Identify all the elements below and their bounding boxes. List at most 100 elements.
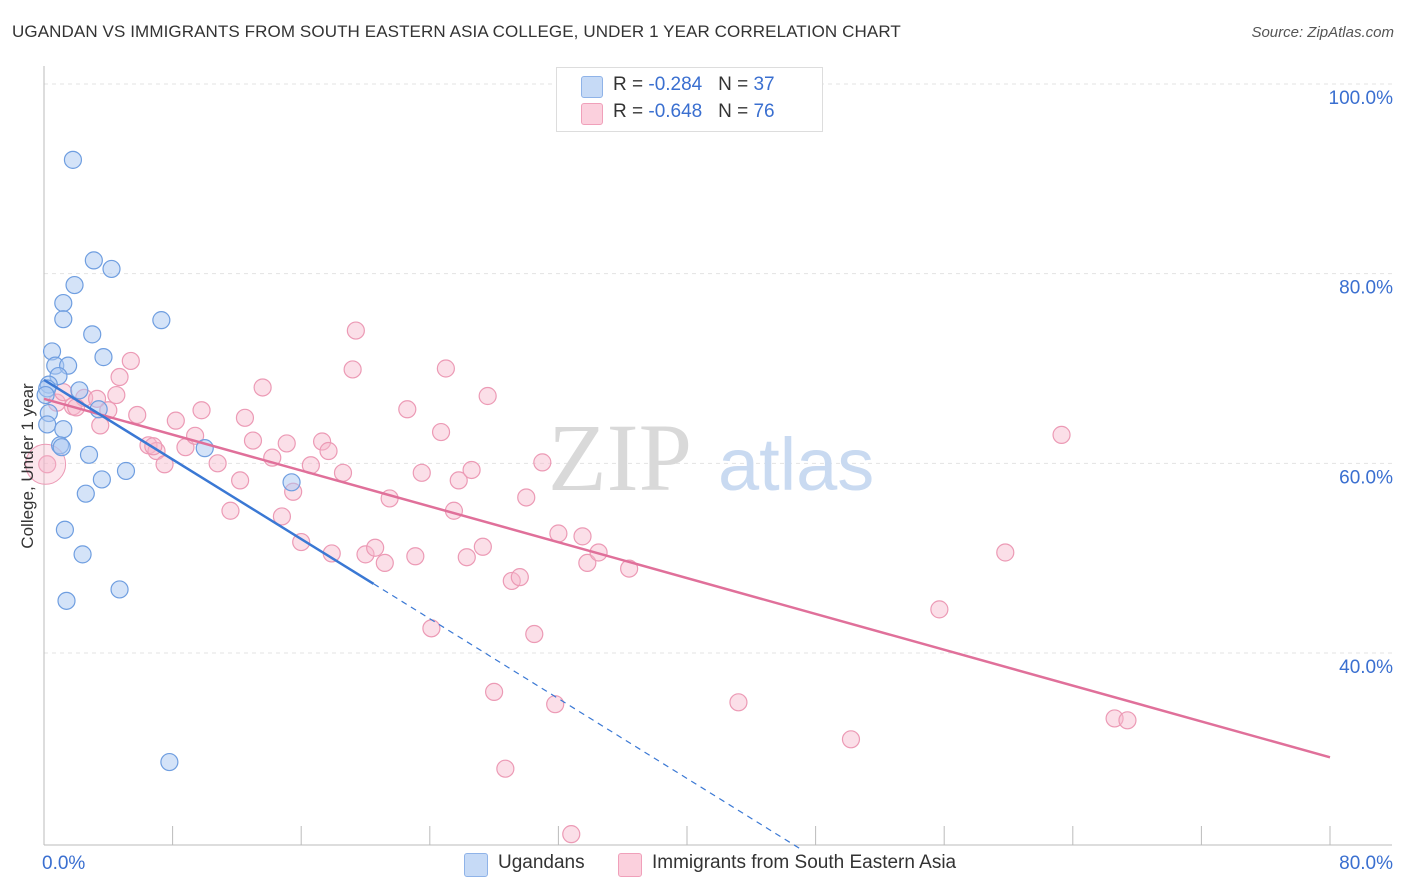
data-point-immigrants bbox=[356, 545, 375, 564]
data-point-ugandans bbox=[70, 381, 89, 400]
data-point-immigrants bbox=[422, 619, 441, 638]
legend-swatch-ugandans bbox=[581, 76, 603, 98]
data-point-immigrants bbox=[729, 693, 748, 712]
data-point-immigrants bbox=[841, 730, 861, 749]
data-point-immigrants bbox=[208, 454, 227, 473]
data-point-immigrants-large bbox=[25, 443, 67, 485]
data-point-immigrants bbox=[192, 401, 211, 420]
data-point-immigrants bbox=[546, 695, 565, 714]
data-point-immigrants bbox=[573, 527, 592, 546]
data-point-ugandans bbox=[116, 461, 136, 481]
legend-text-ugandans: R = -0.284 N = 37 bbox=[613, 74, 775, 96]
data-point-immigrants bbox=[1118, 711, 1137, 730]
data-point-ugandans bbox=[79, 445, 99, 464]
series-immigrants-points bbox=[25, 321, 1137, 844]
data-point-immigrants bbox=[366, 538, 385, 557]
data-point-immigrants bbox=[107, 385, 126, 405]
y-axis-label: College, Under 1 year bbox=[18, 383, 37, 549]
data-point-immigrants bbox=[398, 400, 417, 419]
bottom-legend-label-immigrants: Immigrants from South Eastern Asia bbox=[652, 852, 957, 873]
data-point-immigrants bbox=[110, 367, 129, 387]
data-point-immigrants bbox=[375, 553, 394, 573]
data-point-immigrants bbox=[343, 360, 362, 379]
data-point-immigrants bbox=[272, 507, 292, 526]
bottom-legend-swatch-ugandans bbox=[464, 853, 488, 877]
data-point-immigrants bbox=[562, 825, 581, 844]
x-tick-label-min: 0.0% bbox=[42, 853, 85, 874]
data-point-immigrants bbox=[333, 463, 353, 482]
data-point-immigrants bbox=[346, 321, 365, 340]
grid-lines bbox=[44, 83, 1392, 654]
data-point-immigrants bbox=[319, 441, 338, 461]
legend-r-value: -0.284 bbox=[648, 74, 703, 95]
data-point-immigrants bbox=[121, 351, 140, 371]
data-point-immigrants bbox=[277, 434, 296, 453]
data-point-immigrants bbox=[473, 537, 492, 556]
data-point-immigrants bbox=[253, 378, 272, 397]
data-point-immigrants bbox=[578, 553, 597, 573]
data-point-immigrants bbox=[436, 359, 455, 378]
data-point-ugandans bbox=[73, 545, 92, 564]
data-point-immigrants bbox=[457, 548, 476, 567]
bottom-legend-swatch-immigrants bbox=[618, 853, 642, 877]
axes bbox=[43, 66, 1392, 846]
data-point-immigrants bbox=[478, 386, 497, 406]
data-point-immigrants bbox=[996, 543, 1015, 562]
data-point-immigrants bbox=[449, 471, 468, 490]
data-point-ugandans bbox=[92, 470, 111, 489]
data-point-ugandans bbox=[160, 752, 179, 772]
data-point-ugandans bbox=[94, 348, 113, 367]
data-point-immigrants bbox=[231, 471, 250, 490]
data-point-immigrants bbox=[533, 453, 552, 472]
data-point-immigrants bbox=[510, 568, 529, 587]
watermark-zip: ZIP bbox=[548, 404, 692, 511]
data-point-immigrants bbox=[462, 460, 481, 480]
data-point-ugandans bbox=[65, 275, 84, 295]
data-point-ugandans bbox=[54, 420, 73, 439]
chart-title: UGANDAN VS IMMIGRANTS FROM SOUTH EASTERN… bbox=[12, 22, 901, 41]
watermark-atlas: atlas bbox=[718, 423, 874, 506]
y-tick-label: 60.0% bbox=[1339, 467, 1393, 488]
legend-n-label: N = bbox=[718, 74, 754, 95]
data-point-immigrants bbox=[128, 405, 147, 425]
legend-r-label: R = bbox=[613, 74, 649, 95]
data-point-immigrants bbox=[221, 501, 240, 520]
legend-r-value: -0.648 bbox=[648, 101, 703, 122]
data-point-immigrants bbox=[412, 463, 431, 482]
data-point-immigrants bbox=[517, 488, 536, 507]
data-point-immigrants bbox=[496, 759, 515, 778]
y-tick-label: 40.0% bbox=[1339, 657, 1393, 678]
legend-text-immigrants: R = -0.648 N = 76 bbox=[613, 101, 775, 123]
bottom-legend-label-ugandans: Ugandans bbox=[498, 852, 585, 873]
legend-swatch-immigrants bbox=[581, 103, 603, 125]
data-point-ugandans bbox=[110, 580, 129, 599]
legend-n-value: 37 bbox=[753, 74, 775, 95]
data-point-ugandans bbox=[54, 310, 73, 329]
data-point-ugandans bbox=[84, 251, 103, 270]
data-point-immigrants bbox=[406, 547, 425, 566]
data-point-immigrants bbox=[235, 408, 255, 427]
data-point-immigrants bbox=[930, 600, 949, 619]
data-point-immigrants bbox=[1052, 425, 1071, 444]
x-tick-label-max: 80.0% bbox=[1339, 853, 1393, 874]
data-point-ugandans bbox=[57, 591, 76, 610]
data-point-ugandans bbox=[54, 293, 73, 313]
data-point-immigrants bbox=[243, 431, 263, 450]
tick-labels: 40.0% 60.0% 80.0% 100.0% 0.0% 80.0% bbox=[42, 88, 1393, 874]
data-point-ugandans bbox=[52, 438, 71, 457]
trendline-immigrants bbox=[43, 397, 1331, 759]
data-point-ugandans bbox=[102, 259, 121, 279]
data-point-immigrants bbox=[485, 682, 504, 701]
data-point-immigrants bbox=[38, 455, 57, 474]
data-point-ugandans bbox=[282, 473, 301, 492]
data-point-ugandans bbox=[55, 520, 74, 539]
source-label: Source: ZipAtlas.com bbox=[1251, 24, 1394, 41]
legend-n-value: 76 bbox=[753, 101, 775, 122]
data-point-ugandans bbox=[152, 311, 171, 330]
series-ugandans-points bbox=[36, 150, 301, 772]
legend-r-label: R = bbox=[613, 101, 649, 122]
data-point-ugandans bbox=[76, 484, 95, 503]
y-tick-label: 100.0% bbox=[1329, 88, 1394, 109]
y-tick-label: 80.0% bbox=[1339, 278, 1393, 299]
